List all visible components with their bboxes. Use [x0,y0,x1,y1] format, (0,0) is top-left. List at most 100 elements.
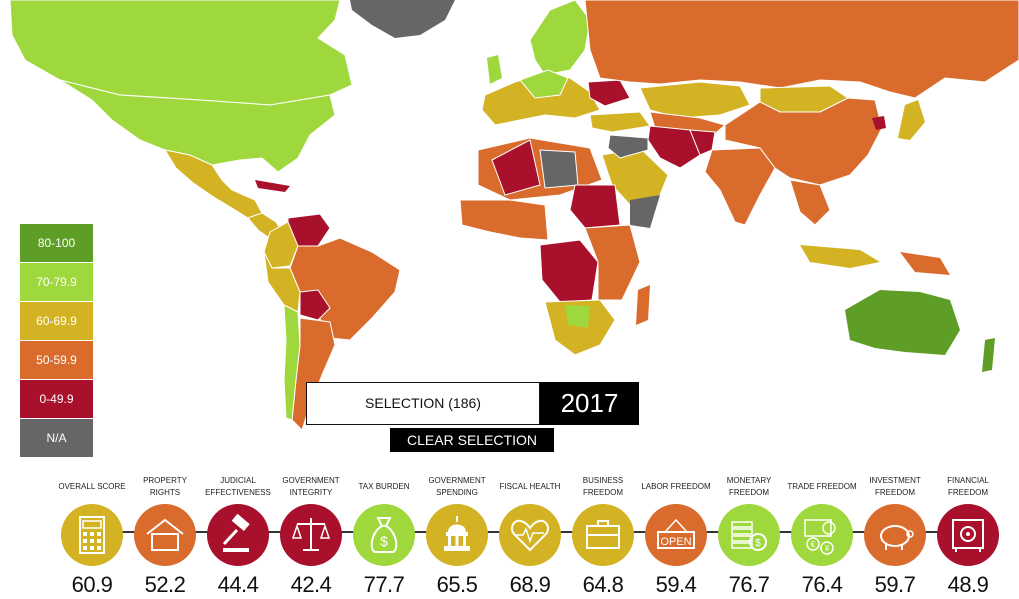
scales-icon [291,518,331,551]
country-canada[interactable] [9,0,353,106]
category-label: BUSINESS FREEDOM [582,476,624,497]
category-circle[interactable] [280,504,342,566]
capitol-icon [444,516,470,551]
country-kazakhstan[interactable] [639,81,751,119]
country-chile[interactable] [283,304,301,421]
category-circle[interactable] [572,504,634,566]
legend-item-na[interactable]: N/A [20,419,93,457]
category-score: 44.4 [217,572,259,597]
category-label: PROPERTY RIGHTS [143,476,187,497]
svg-text:$: $ [755,538,761,549]
country-new-zealand[interactable] [982,338,995,372]
category-tax-burden: TAX BURDEN $ 77.7 [348,470,420,598]
category-label: GOVERNMENT INTEGRITY [282,476,340,497]
category-circle[interactable] [499,504,561,566]
country-usa[interactable] [59,79,336,173]
country-turkey[interactable] [589,111,651,133]
category-label: TAX BURDEN [358,482,410,491]
legend-item-0-49[interactable]: 0-49.9 [20,380,93,418]
category-score: 59.4 [655,572,697,597]
country-southeast-asia[interactable] [789,179,831,226]
country-australia[interactable] [845,290,960,355]
category-label: FINANCIAL FREEDOM [947,476,989,497]
currency-icon: € ¥ [804,519,836,555]
country-greenland[interactable] [350,0,455,38]
country-central-africa[interactable] [539,239,599,303]
category-circle[interactable] [937,504,999,566]
category-label: TRADE FREEDOM [787,482,857,491]
country-libya[interactable] [539,149,579,189]
selection-count-box[interactable]: SELECTION (186) [306,382,540,425]
country-bolivia[interactable] [299,289,331,321]
selection-bar: SELECTION (186) 2017 [306,382,639,425]
gavel-icon [222,513,250,552]
category-circle[interactable]: OPEN [645,504,707,566]
category-circle[interactable]: $ [718,504,780,566]
open-sign-icon: OPEN [657,518,695,549]
category-score: 68.9 [509,572,551,597]
category-label: GOVERNMENT SPENDING [428,476,486,497]
clear-selection-button[interactable]: CLEAR SELECTION [390,428,554,452]
legend-item-50-59[interactable]: 50-59.9 [20,341,93,379]
category-government-integrity: GOVERNMENT INTEGRITY 42.4 [275,470,347,598]
country-sudan[interactable] [569,184,621,229]
category-circle[interactable] [864,504,926,566]
world-map[interactable] [0,0,1019,455]
country-central-europe[interactable] [519,69,569,99]
year-selector[interactable]: 2017 [540,382,639,425]
country-peru[interactable] [263,251,301,313]
category-circle[interactable] [207,504,269,566]
category-monetary-freedom: MONETARY FREEDOM $ 76.7 [713,470,785,598]
country-zambia[interactable] [565,305,590,328]
piggy-bank-icon [880,525,914,550]
svg-text:€: € [811,540,816,549]
country-southern-africa[interactable] [544,299,616,356]
country-algeria[interactable] [491,139,541,196]
country-horn-of-africa[interactable] [630,195,660,228]
category-labor-freedom: LABOR FREEDOM OPEN 59.4 [640,470,712,598]
score-legend: 80-100 70-79.9 60-69.9 50-59.9 0-49.9 N/… [20,224,93,458]
country-india[interactable] [704,147,776,226]
category-trade-freedom: TRADE FREEDOM € ¥ 76.4 [786,470,858,598]
country-iraq-syria[interactable] [607,134,649,159]
category-label: INVESTMENT FREEDOM [869,476,921,497]
category-score: 76.7 [728,572,770,597]
country-russia[interactable] [584,0,1019,99]
briefcase-icon [586,520,620,549]
country-west-africa[interactable] [459,199,549,241]
svg-text:¥: ¥ [824,544,830,553]
category-circle[interactable]: € ¥ [791,504,853,566]
legend-item-60-69[interactable]: 60-69.9 [20,302,93,340]
country-papua[interactable] [900,252,950,275]
category-circle[interactable]: $ [353,504,415,566]
legend-item-70-79[interactable]: 70-79.9 [20,263,93,301]
category-circle[interactable] [61,504,123,566]
category-label: MONETARY FREEDOM [726,476,772,497]
legend-item-80-100[interactable]: 80-100 [20,224,93,262]
svg-text:OPEN: OPEN [660,536,691,548]
country-cuba[interactable] [255,180,290,192]
category-circle[interactable] [134,504,196,566]
category-overall-score: OVERALL SCORE 60.9 [56,470,128,598]
category-label: LABOR FREEDOM [641,482,711,491]
country-uk[interactable] [487,55,502,84]
money-bag-icon: $ [370,517,398,553]
country-china[interactable] [724,97,883,186]
svg-text:$: $ [380,533,388,549]
country-japan[interactable] [898,100,925,140]
category-circle[interactable] [426,504,488,566]
country-east-africa[interactable] [584,224,641,301]
category-financial-freedom: FINANCIAL FREEDOM 48.9 [932,470,1004,598]
category-score: 42.4 [290,572,332,597]
category-investment-freedom: INVESTMENT FREEDOM 59.7 [859,470,931,598]
category-scores: OVERALL SCORE 60.9 PROPERTY RIGHTS 52.2 … [56,470,1016,599]
country-madagascar[interactable] [636,285,650,325]
country-scandinavia[interactable] [529,0,591,76]
category-business-freedom: BUSINESS FREEDOM 64.8 [567,470,639,598]
country-north-korea[interactable] [872,116,886,130]
category-label: OVERALL SCORE [58,482,126,491]
category-score: 65.5 [436,572,478,597]
category-label: JUDICIAL EFFECTIVENESS [205,476,271,497]
coins-icon: $ [731,521,767,551]
country-indonesia[interactable] [800,245,880,268]
